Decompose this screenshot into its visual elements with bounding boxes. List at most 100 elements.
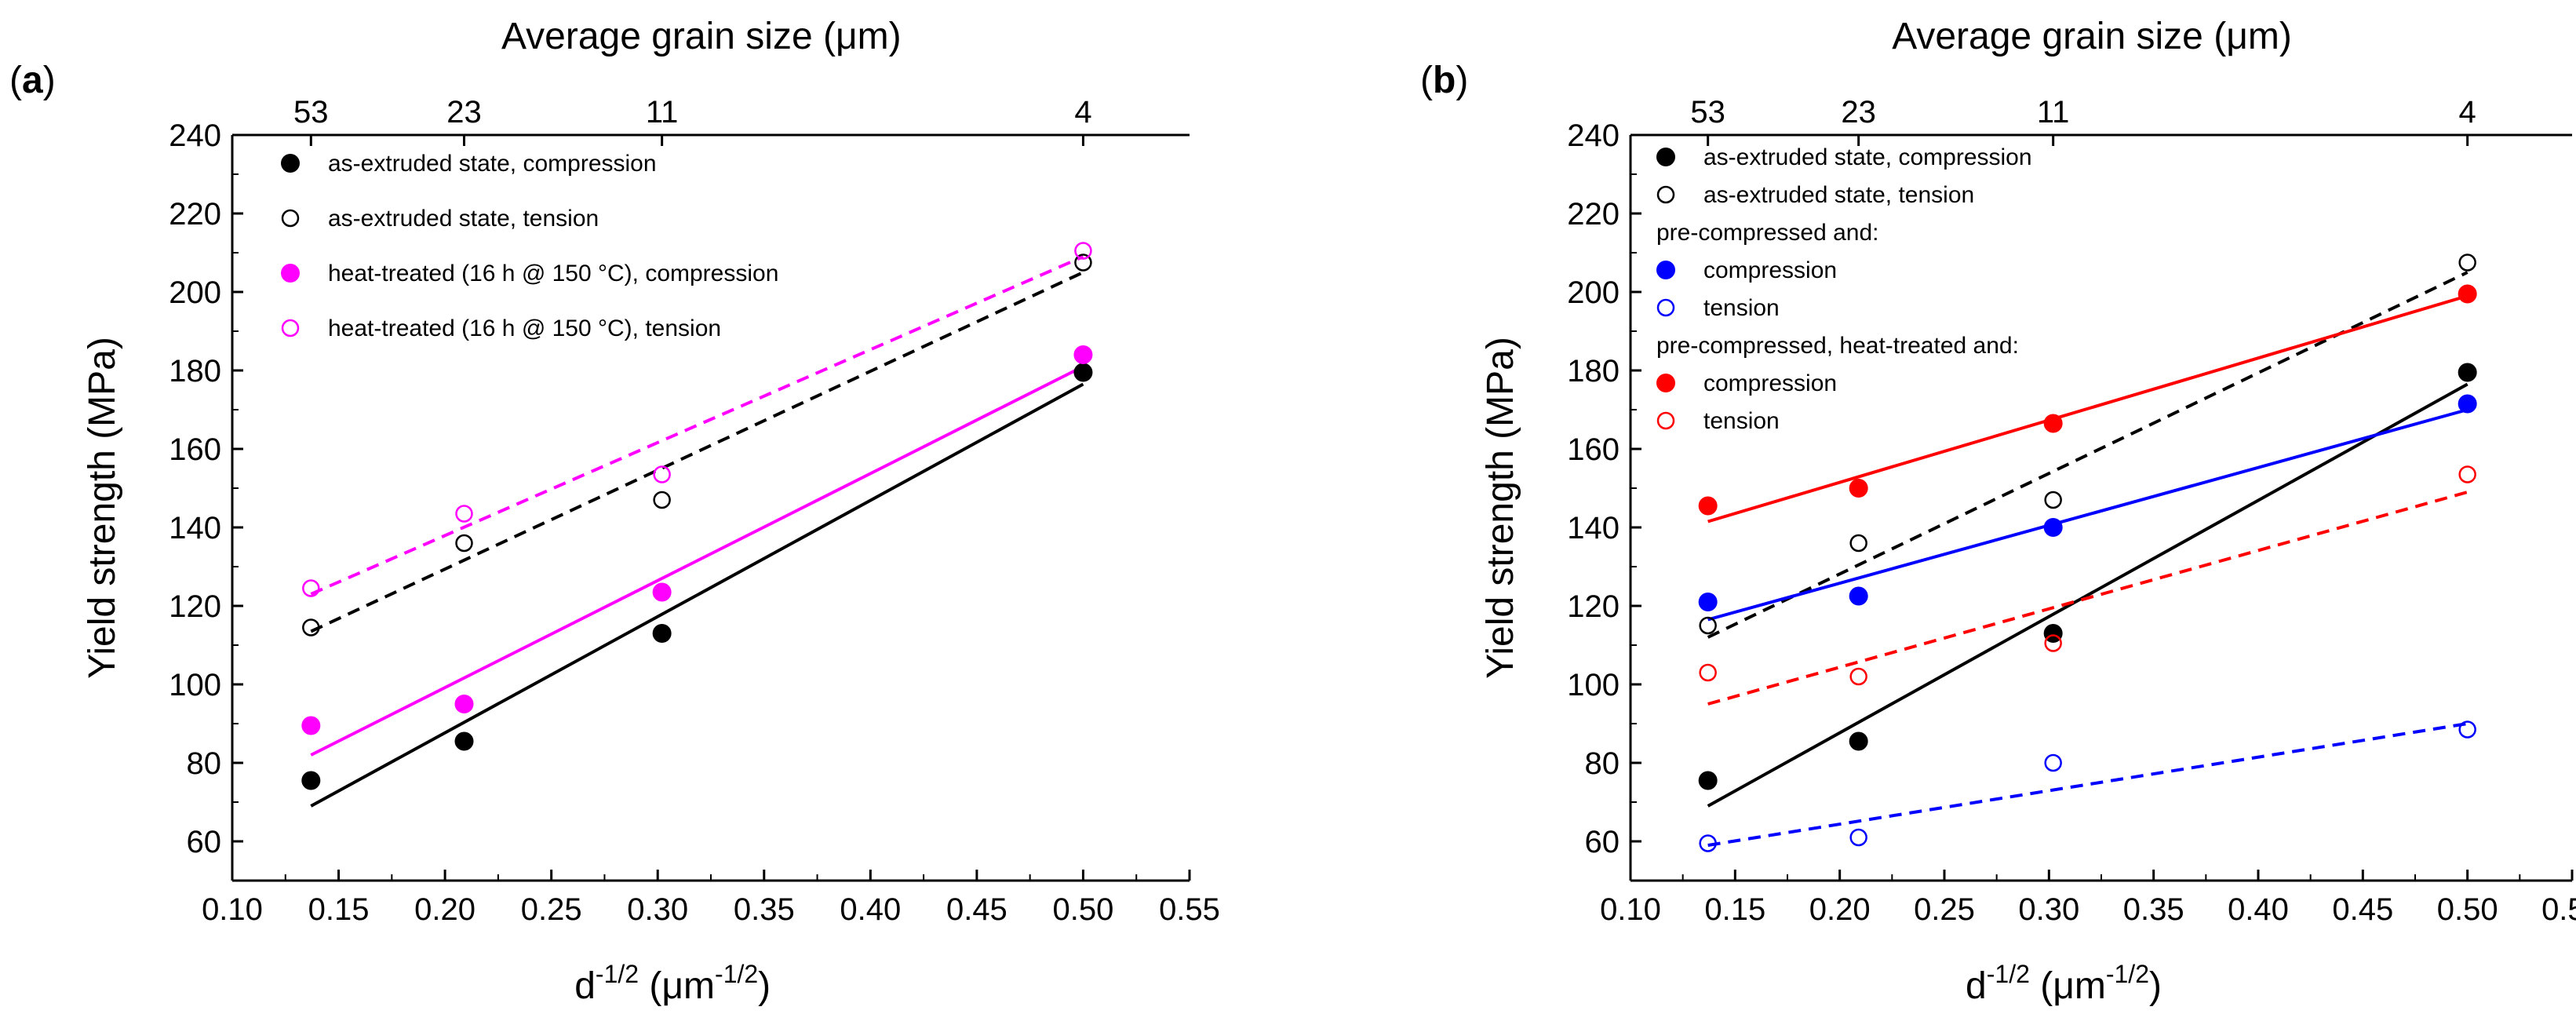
y-tick-label: 80 xyxy=(187,746,222,781)
panel-label-open: ( xyxy=(1420,60,1433,101)
data-point-series-1 xyxy=(1699,616,1717,635)
x-axis-title-xlabel-units-suffix: ) xyxy=(2149,965,2162,1007)
data-point-series-0 xyxy=(301,771,321,790)
legend-label: compression xyxy=(1703,257,1837,283)
panel-a: (a)0.10 0.15 0.20 0.25 0.30 0.35 0.40 0.45 0.50 0… xyxy=(9,16,1220,1007)
top-tick-label: 53 xyxy=(293,95,329,129)
x-axis-title-xlabel-units-prefix: ( xyxy=(2030,965,2053,1007)
legend-marker xyxy=(1656,374,1675,392)
x-tick-label: 0.40 xyxy=(840,892,901,927)
legend-label: as-extruded state, tension xyxy=(328,206,599,232)
x-axis-title-xlabel-units-mu: μm xyxy=(2053,965,2106,1007)
x-axis-title-xlabel-base: d xyxy=(1966,965,1987,1007)
data-point-series-4 xyxy=(2043,414,2063,433)
x-axis-title-xlabel-units-mu: μm xyxy=(661,965,715,1007)
data-point-series-3 xyxy=(653,465,671,483)
top-tick-label: 23 xyxy=(446,95,482,129)
data-point-series-3 xyxy=(2044,753,2062,772)
y-tick-label: 100 xyxy=(169,668,221,702)
panel-label: (b) xyxy=(1420,60,1468,101)
data-point-series-0 xyxy=(1849,731,1868,751)
data-point-series-4 xyxy=(2458,284,2477,304)
x-tick-label: 0.20 xyxy=(414,892,475,927)
y-tick-label: 160 xyxy=(169,432,221,467)
legend-label: heat-treated (16 h @ 150 °C), tension xyxy=(328,316,721,341)
data-point-series-5 xyxy=(1849,667,1867,686)
y-tick-label: 60 xyxy=(187,825,222,859)
data-point-series-3 xyxy=(1699,834,1717,852)
x-tick-label: 0.55 xyxy=(2541,892,2576,927)
legend-label: heat-treated (16 h @ 150 °C), compressio… xyxy=(328,261,778,286)
top-tick-label: 23 xyxy=(1841,95,1876,129)
x-tick-label: 0.50 xyxy=(1053,892,1114,927)
legend-label: compression xyxy=(1703,370,1837,396)
x-axis-title-xlabel-units-suffix: ) xyxy=(758,965,771,1007)
data-point-series-3 xyxy=(1849,828,1867,847)
y-axis-title: Yield strength (MPa) xyxy=(82,337,123,679)
fit-line-series-3 xyxy=(310,255,1084,596)
x-tick-label: 0.15 xyxy=(308,892,370,927)
data-point-series-1 xyxy=(302,618,320,637)
panel-label-letter: a xyxy=(22,60,43,101)
y-tick-label: 180 xyxy=(1567,354,1620,388)
legend-label: as-extruded state, compression xyxy=(1703,144,2032,170)
x-axis-title: d-1/2 (μm-1/2) xyxy=(574,960,771,1007)
x-tick-label: 0.30 xyxy=(2018,892,2079,927)
data-point-series-0 xyxy=(454,731,474,751)
x-tick-label: 0.20 xyxy=(1809,892,1871,927)
x-tick-label: 0.55 xyxy=(1159,892,1220,927)
data-point-series-0 xyxy=(652,624,672,643)
data-point-series-1 xyxy=(1074,254,1092,272)
fit-line-series-1 xyxy=(1707,271,2469,639)
x-tick-label: 0.30 xyxy=(627,892,688,927)
y-tick-label: 160 xyxy=(1567,432,1620,467)
y-tick-label: 60 xyxy=(1585,825,1620,859)
x-axis-title-xlabel-units-exp: -1/2 xyxy=(715,960,758,988)
legend-group-heading: pre-compressed and: xyxy=(1656,220,1878,246)
legend-marker xyxy=(1656,148,1675,166)
data-point-series-1 xyxy=(2458,254,2476,272)
data-point-series-2 xyxy=(301,716,321,735)
data-point-series-2 xyxy=(652,582,672,602)
y-tick-label: 200 xyxy=(1567,275,1620,310)
x-tick-label: 0.15 xyxy=(1704,892,1765,927)
top-tick-label: 4 xyxy=(2459,95,2476,129)
x-axis-title-xlabel-exp: -1/2 xyxy=(1987,960,2030,988)
y-axis-title: Yield strength (MPa) xyxy=(1480,337,1521,679)
fit-line-series-5 xyxy=(1707,491,2469,706)
legend-marker xyxy=(281,319,300,337)
fit-line-series-2 xyxy=(310,365,1084,757)
top-tick-label: 11 xyxy=(2037,95,2070,129)
data-point-series-2 xyxy=(2458,394,2477,414)
y-tick-label: 220 xyxy=(169,197,221,232)
legend-label: as-extruded state, tension xyxy=(1703,182,1974,208)
top-axis-title: Average grain size (μm) xyxy=(1892,16,2292,57)
data-point-series-1 xyxy=(2044,491,2062,509)
y-tick-label: 120 xyxy=(1567,589,1620,624)
y-tick-label: 240 xyxy=(1567,119,1620,153)
x-tick-label: 0.25 xyxy=(1914,892,1975,927)
x-tick-label: 0.40 xyxy=(2228,892,2289,927)
panel-label-close: ) xyxy=(1456,60,1468,101)
y-tick-label: 120 xyxy=(169,589,221,624)
top-tick-label: 53 xyxy=(1690,95,1725,129)
x-tick-label: 0.10 xyxy=(202,892,263,927)
y-tick-label: 140 xyxy=(169,511,221,545)
x-tick-label: 0.45 xyxy=(2332,892,2393,927)
top-tick-label: 11 xyxy=(646,95,679,129)
fit-line-series-0 xyxy=(1707,382,2469,808)
data-point-series-5 xyxy=(2458,465,2476,483)
legend-marker xyxy=(281,209,300,228)
y-tick-label: 80 xyxy=(1585,746,1620,781)
panel-b: (b)0.10 0.15 0.20 0.25 0.30 0.35 0.40 0.45 0.50 0… xyxy=(1420,16,2576,1007)
panel-label-open: ( xyxy=(9,60,22,101)
y-tick-label: 100 xyxy=(1567,668,1620,702)
data-point-series-4 xyxy=(1698,496,1718,516)
x-tick-label: 0.50 xyxy=(2437,892,2498,927)
x-axis-title-xlabel-units-prefix: ( xyxy=(639,965,661,1007)
data-point-series-3 xyxy=(302,579,320,597)
legend-marker xyxy=(1656,298,1675,317)
data-point-series-0 xyxy=(2458,363,2477,382)
x-tick-label: 0.35 xyxy=(734,892,795,927)
